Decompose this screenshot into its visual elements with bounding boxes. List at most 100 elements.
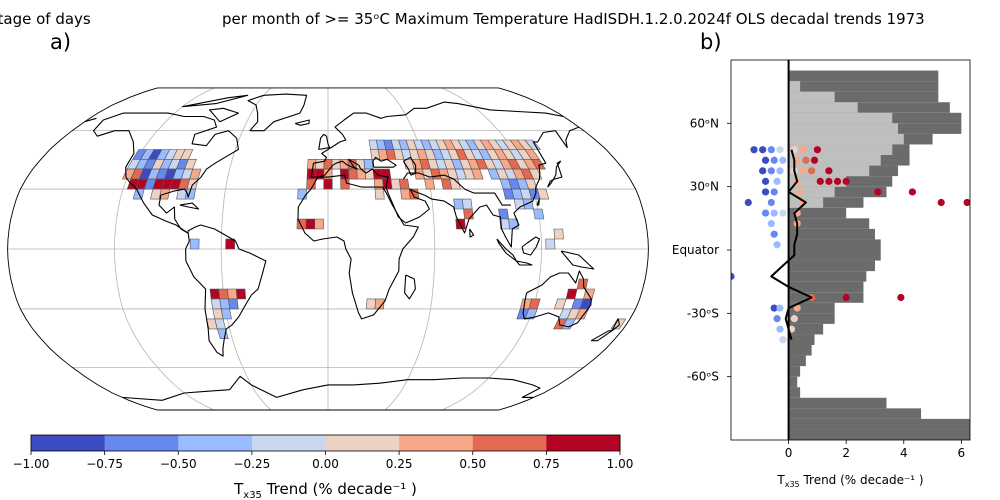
grid-box [471, 168, 484, 180]
trend-point [790, 315, 798, 323]
colorbar-segment [472, 435, 547, 451]
colorbar-segment [31, 435, 106, 451]
trend-point [799, 146, 807, 154]
x-axis-label: Tx35 Trend (% decade⁻¹ ) [776, 473, 923, 489]
coastline [182, 94, 249, 108]
grid-box [189, 238, 200, 250]
world-map [7, 87, 649, 411]
trend-point [767, 198, 775, 207]
histogram-bar-observed [788, 155, 881, 166]
coastline [547, 160, 563, 188]
trend-point [808, 167, 816, 175]
grid-box [398, 178, 410, 190]
histogram-bar-observed [788, 123, 899, 134]
colorbar-tick-label: 0.00 [312, 457, 339, 471]
coastline [185, 224, 267, 357]
grid-box [363, 159, 374, 170]
grid-box [463, 208, 474, 220]
coastline [209, 107, 240, 123]
coastline [247, 93, 308, 132]
histogram-bar-all [788, 418, 970, 430]
x-tick-label: 4 [900, 446, 908, 460]
trend-point [874, 188, 882, 196]
trend-point [770, 209, 778, 217]
trend-point [833, 177, 842, 185]
coastline [84, 117, 97, 123]
y-tick-label: -30ᵒS [687, 306, 719, 320]
histogram-bar-all [788, 376, 798, 388]
grid-box [522, 198, 534, 210]
histogram-bar-observed [788, 81, 801, 92]
histogram-bar-all [788, 239, 881, 250]
trend-point [779, 209, 787, 217]
grid-box [323, 178, 333, 190]
trend-point [897, 293, 905, 302]
coastline [318, 133, 331, 151]
trend-point [776, 146, 784, 154]
trend-point [825, 167, 833, 175]
grid-box [553, 298, 567, 310]
trend-point [825, 177, 833, 185]
trend-point [761, 177, 770, 185]
colorbar-tick-label: −0.75 [86, 457, 123, 471]
grid-box [553, 228, 564, 240]
x-tick-label: 2 [842, 446, 850, 460]
grid-box [220, 308, 232, 320]
histogram-bar-all [788, 207, 847, 219]
coastline [515, 260, 533, 266]
coastline [404, 274, 416, 300]
grid-box [530, 159, 546, 170]
histogram-bar-observed [788, 91, 835, 103]
gridline-lon [384, 87, 436, 411]
grid-box [390, 178, 401, 190]
histogram-bar-all [788, 366, 801, 377]
trend-point [937, 198, 945, 207]
grid-box [339, 168, 350, 180]
trend-point [770, 304, 778, 312]
trend-point [908, 188, 917, 196]
grid-box [348, 168, 358, 180]
grid-box [374, 298, 385, 310]
grid-box [315, 159, 325, 170]
grid-boxes [121, 139, 627, 340]
coastline [521, 236, 541, 256]
grid-box [228, 298, 239, 310]
trend-point [759, 167, 767, 175]
grid-box [305, 218, 316, 230]
histogram-bar-all [788, 197, 864, 208]
trend-point [842, 177, 850, 185]
histogram-bar-observed [788, 112, 893, 124]
histogram-bar-all [788, 302, 835, 314]
grid-box [374, 188, 385, 200]
coastline [560, 250, 595, 270]
trend-point [799, 167, 807, 175]
grid-box [524, 308, 538, 320]
grid-box [340, 178, 350, 190]
histogram-bar-observed [788, 133, 904, 145]
grid-box [449, 178, 461, 190]
colorbar-segment [178, 435, 253, 451]
grid-box [575, 308, 590, 320]
histogram-bar-all [788, 271, 867, 282]
colorbar: −1.00 −0.75 −0.50 −0.25 0.00 0.25 0.50 0.75 1.00… [13, 434, 633, 500]
grid-box [565, 288, 578, 300]
histogram-bar-all [788, 281, 864, 293]
coastline [92, 112, 239, 234]
y-tick-label: 60ᵒN [690, 116, 719, 130]
chart-title-left-fragment: ntage of days [0, 10, 91, 28]
histogram-bar-all [788, 323, 824, 335]
histogram-bar-all [788, 387, 801, 398]
trend-point [750, 146, 758, 154]
trend-point [796, 188, 804, 196]
grid-box [536, 188, 550, 200]
x-tick-label: 6 [958, 446, 966, 460]
trend-point [802, 156, 810, 164]
colorbar-label: Tx35 Trend (% decade⁻¹ ) [233, 480, 417, 500]
grid-box [306, 178, 316, 190]
histogram-bar-all [788, 429, 970, 440]
histogram-bar-all [788, 186, 887, 198]
colorbar-tick-label: −0.25 [233, 457, 270, 471]
trend-point [759, 146, 767, 154]
grid-box [372, 168, 383, 180]
map-border [7, 87, 649, 411]
